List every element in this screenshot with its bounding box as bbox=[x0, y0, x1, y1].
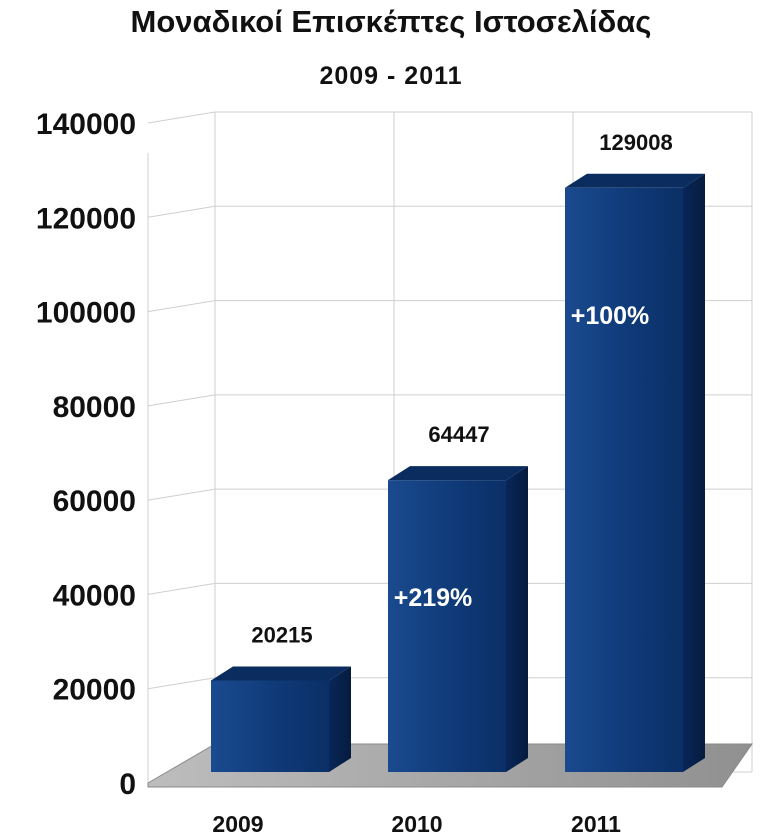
bar-top bbox=[211, 666, 351, 681]
gridline-side bbox=[147, 488, 216, 501]
bar-side bbox=[506, 466, 528, 772]
bar-side bbox=[683, 173, 705, 772]
x-tick-label: 2010 bbox=[391, 811, 442, 837]
data-label: 129008 bbox=[599, 130, 672, 155]
growth-label: +100% bbox=[571, 302, 650, 330]
gridline-side bbox=[147, 111, 216, 124]
x-tick-label: 2009 bbox=[212, 811, 263, 837]
y-tick-label: 60000 bbox=[53, 485, 136, 518]
chart-subtitle: 2009 - 2011 bbox=[319, 62, 463, 90]
data-label: 64447 bbox=[428, 422, 489, 447]
gridline-side bbox=[147, 300, 216, 313]
bar bbox=[388, 480, 506, 772]
y-tick-label: 20000 bbox=[53, 674, 136, 707]
gridline-side bbox=[147, 205, 216, 218]
bar bbox=[211, 680, 329, 772]
bar-top bbox=[388, 466, 528, 481]
y-tick-label: 100000 bbox=[36, 297, 136, 330]
y-tick-label: 0 bbox=[119, 768, 136, 801]
growth-label: +219% bbox=[394, 584, 473, 612]
chart-title: Μοναδικοί Επισκέπτες Ιστοσελίδας bbox=[130, 4, 652, 39]
y-tick-label: 80000 bbox=[53, 391, 136, 424]
x-tick-label: 2011 bbox=[571, 811, 621, 837]
bars-layer bbox=[211, 173, 705, 772]
bar-top bbox=[565, 173, 705, 188]
gridline-side bbox=[147, 582, 216, 595]
bar bbox=[565, 187, 683, 772]
gridline-side bbox=[147, 394, 216, 407]
data-label: 20215 bbox=[251, 622, 312, 647]
bar-side bbox=[329, 666, 351, 772]
labels-layer: 0 20000 40000 60000 80000 100000 120000 140000 2… bbox=[36, 108, 673, 837]
y-tick-label: 140000 bbox=[36, 108, 136, 141]
y-tick-label: 120000 bbox=[36, 202, 136, 235]
gridline-side bbox=[147, 677, 216, 690]
y-tick-label: 40000 bbox=[53, 579, 136, 612]
